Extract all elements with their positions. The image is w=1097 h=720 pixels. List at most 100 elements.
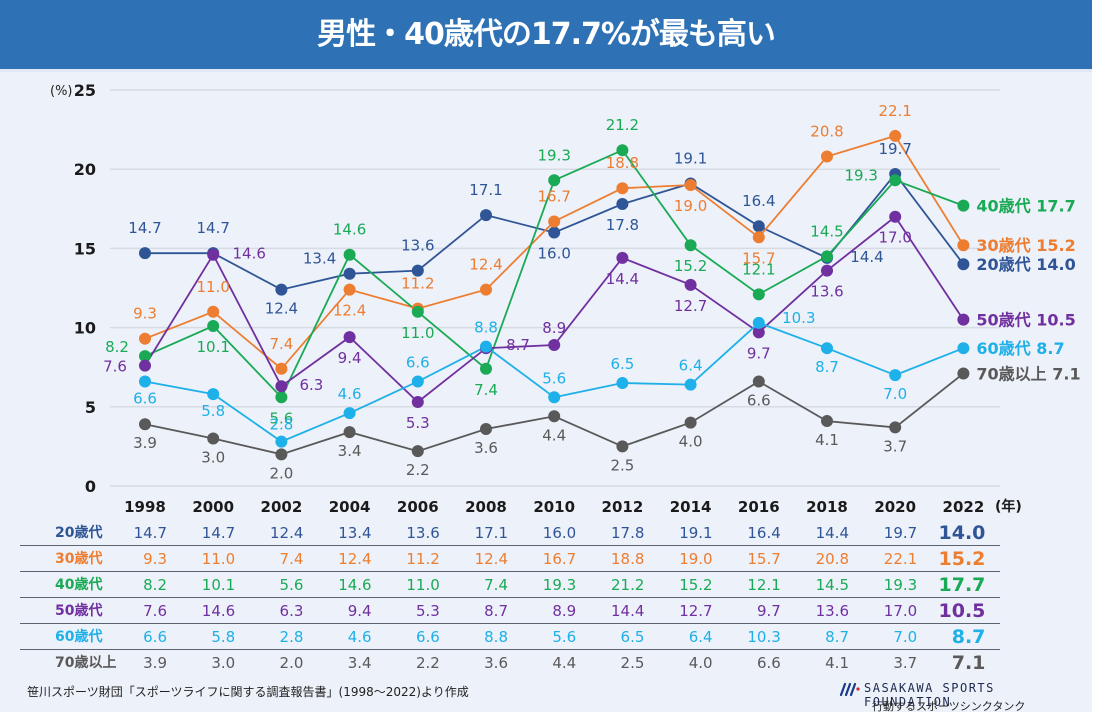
table-row-separator [20, 597, 1000, 598]
data-point [548, 410, 561, 423]
data-label: 3.9 [133, 434, 157, 452]
source-note: 笹川スポーツ財団「スポーツライフに関する調査報告書」(1998～2022)より作… [27, 685, 469, 699]
data-label: 14.7 [196, 219, 229, 237]
table-cell: 11.0 [201, 550, 236, 568]
data-label: 12.4 [469, 256, 502, 274]
table-year-header: 2018 [806, 498, 848, 516]
table-row-separator [20, 571, 1000, 572]
table-cell: 12.1 [747, 576, 781, 594]
data-point [480, 362, 492, 375]
data-label: 6.6 [747, 391, 771, 409]
data-label: 2.2 [406, 461, 430, 479]
gridlines [110, 89, 1000, 487]
series-name: 70歳以上 [976, 365, 1046, 384]
table-cell: 13.4 [338, 524, 372, 542]
data-label: 7.6 [103, 358, 127, 376]
table-cell: 5.3 [415, 602, 440, 620]
series-name: 50歳代 [976, 311, 1030, 330]
data-label: 9.3 [133, 305, 157, 323]
table-cell: 7.1 [951, 652, 986, 674]
table-row: 40歳代 8.2 10.1 5.6 14.6 11.0 7.4 19.3 21.2 15.2 12.… [0, 572, 1000, 598]
table-cell: 8.2 [143, 576, 167, 594]
series-name: 40歳代 [976, 197, 1030, 216]
table-cell: 15.7 [747, 550, 781, 568]
y-tick-label: 10 [74, 319, 96, 338]
data-label: 19.0 [674, 197, 707, 215]
table-row-separator [20, 623, 1000, 624]
table-cell: 6.6 [415, 628, 440, 646]
data-label: 9.7 [747, 344, 771, 362]
table-cell: 3.6 [484, 654, 508, 672]
data-label: 5.6 [542, 369, 566, 387]
y-axis-ticks: 0 5 10 15 20 25 [74, 81, 96, 496]
data-label: 5.6 [269, 409, 293, 427]
data-label: 6.4 [679, 357, 703, 375]
data-label: 4.1 [815, 431, 839, 449]
data-label: 17.8 [606, 216, 639, 234]
table-cell: 6.4 [688, 628, 713, 646]
data-point [889, 369, 902, 382]
table-cell: 6.6 [756, 654, 781, 672]
table-cell: 2.5 [620, 654, 645, 672]
table-cell: 4.0 [688, 654, 713, 672]
table-cell: 16.4 [747, 524, 781, 542]
data-point [752, 231, 765, 244]
data-label: 13.6 [401, 237, 434, 255]
data-point [411, 396, 424, 409]
data-point [821, 250, 833, 263]
data-point [821, 150, 833, 163]
data-point [684, 239, 697, 252]
table-cell: 6.5 [620, 628, 645, 646]
data-label: 17.0 [878, 229, 911, 247]
y-tick-label: 0 [85, 477, 96, 496]
data-label: 10.1 [196, 338, 229, 356]
table-cell: 4.4 [552, 654, 577, 672]
data-point [957, 313, 970, 326]
data-label: 4.0 [679, 433, 703, 451]
table-cell: 12.7 [679, 602, 713, 620]
series-end-label: 50歳代 10.5 [976, 311, 1075, 330]
data-point [139, 375, 151, 388]
table-cell: 19.0 [679, 550, 713, 568]
data-point [343, 248, 356, 261]
data-point [684, 416, 697, 429]
data-point [752, 288, 765, 301]
table-cell: 7.4 [484, 576, 508, 594]
data-point [207, 248, 220, 261]
series-end-value: 14.0 [1031, 255, 1076, 274]
series-end-value: 15.2 [1031, 236, 1076, 255]
data-point [139, 359, 151, 372]
table-year-header: 2010 [533, 498, 576, 516]
data-point [957, 199, 970, 212]
data-point [684, 378, 697, 391]
data-point [139, 332, 151, 345]
logo-mark-icon [839, 682, 860, 696]
data-point [343, 426, 356, 439]
series-end-label: 70歳以上 7.1 [976, 365, 1080, 384]
table-cell: 12.4 [269, 524, 304, 542]
data-point [275, 391, 288, 404]
data-label: 21.2 [606, 116, 639, 134]
table-cell: 12.4 [338, 550, 372, 568]
table-year-header: 2016 [737, 498, 780, 516]
table-cell: 8.7 [484, 602, 508, 620]
table-cell: 13.6 [815, 602, 849, 620]
data-label: 9.4 [338, 349, 362, 367]
series-end-value: 17.7 [1031, 197, 1076, 216]
table-year-header: 2020 [874, 498, 917, 516]
data-point [343, 407, 356, 420]
table-header-row: 1998 2000 2002 2004 2006 2008 2010 2012 2014 2016… [0, 494, 1022, 520]
table-row-label: 20歳代 [55, 525, 103, 541]
logo-tagline: 行動するスポーツシンクタンク [872, 700, 1026, 713]
data-point [411, 445, 424, 458]
data-label: 7.0 [883, 385, 907, 403]
table-cell: 21.2 [610, 576, 645, 594]
data-label: 14.7 [128, 219, 161, 237]
data-point [616, 377, 629, 390]
table-cell: 5.8 [211, 628, 236, 646]
data-label: 6.5 [610, 355, 634, 373]
table-cell: 19.3 [542, 576, 577, 594]
data-label: 12.1 [742, 260, 775, 278]
table-cell: 16.0 [542, 524, 577, 542]
y-tick-label: 15 [74, 239, 96, 258]
